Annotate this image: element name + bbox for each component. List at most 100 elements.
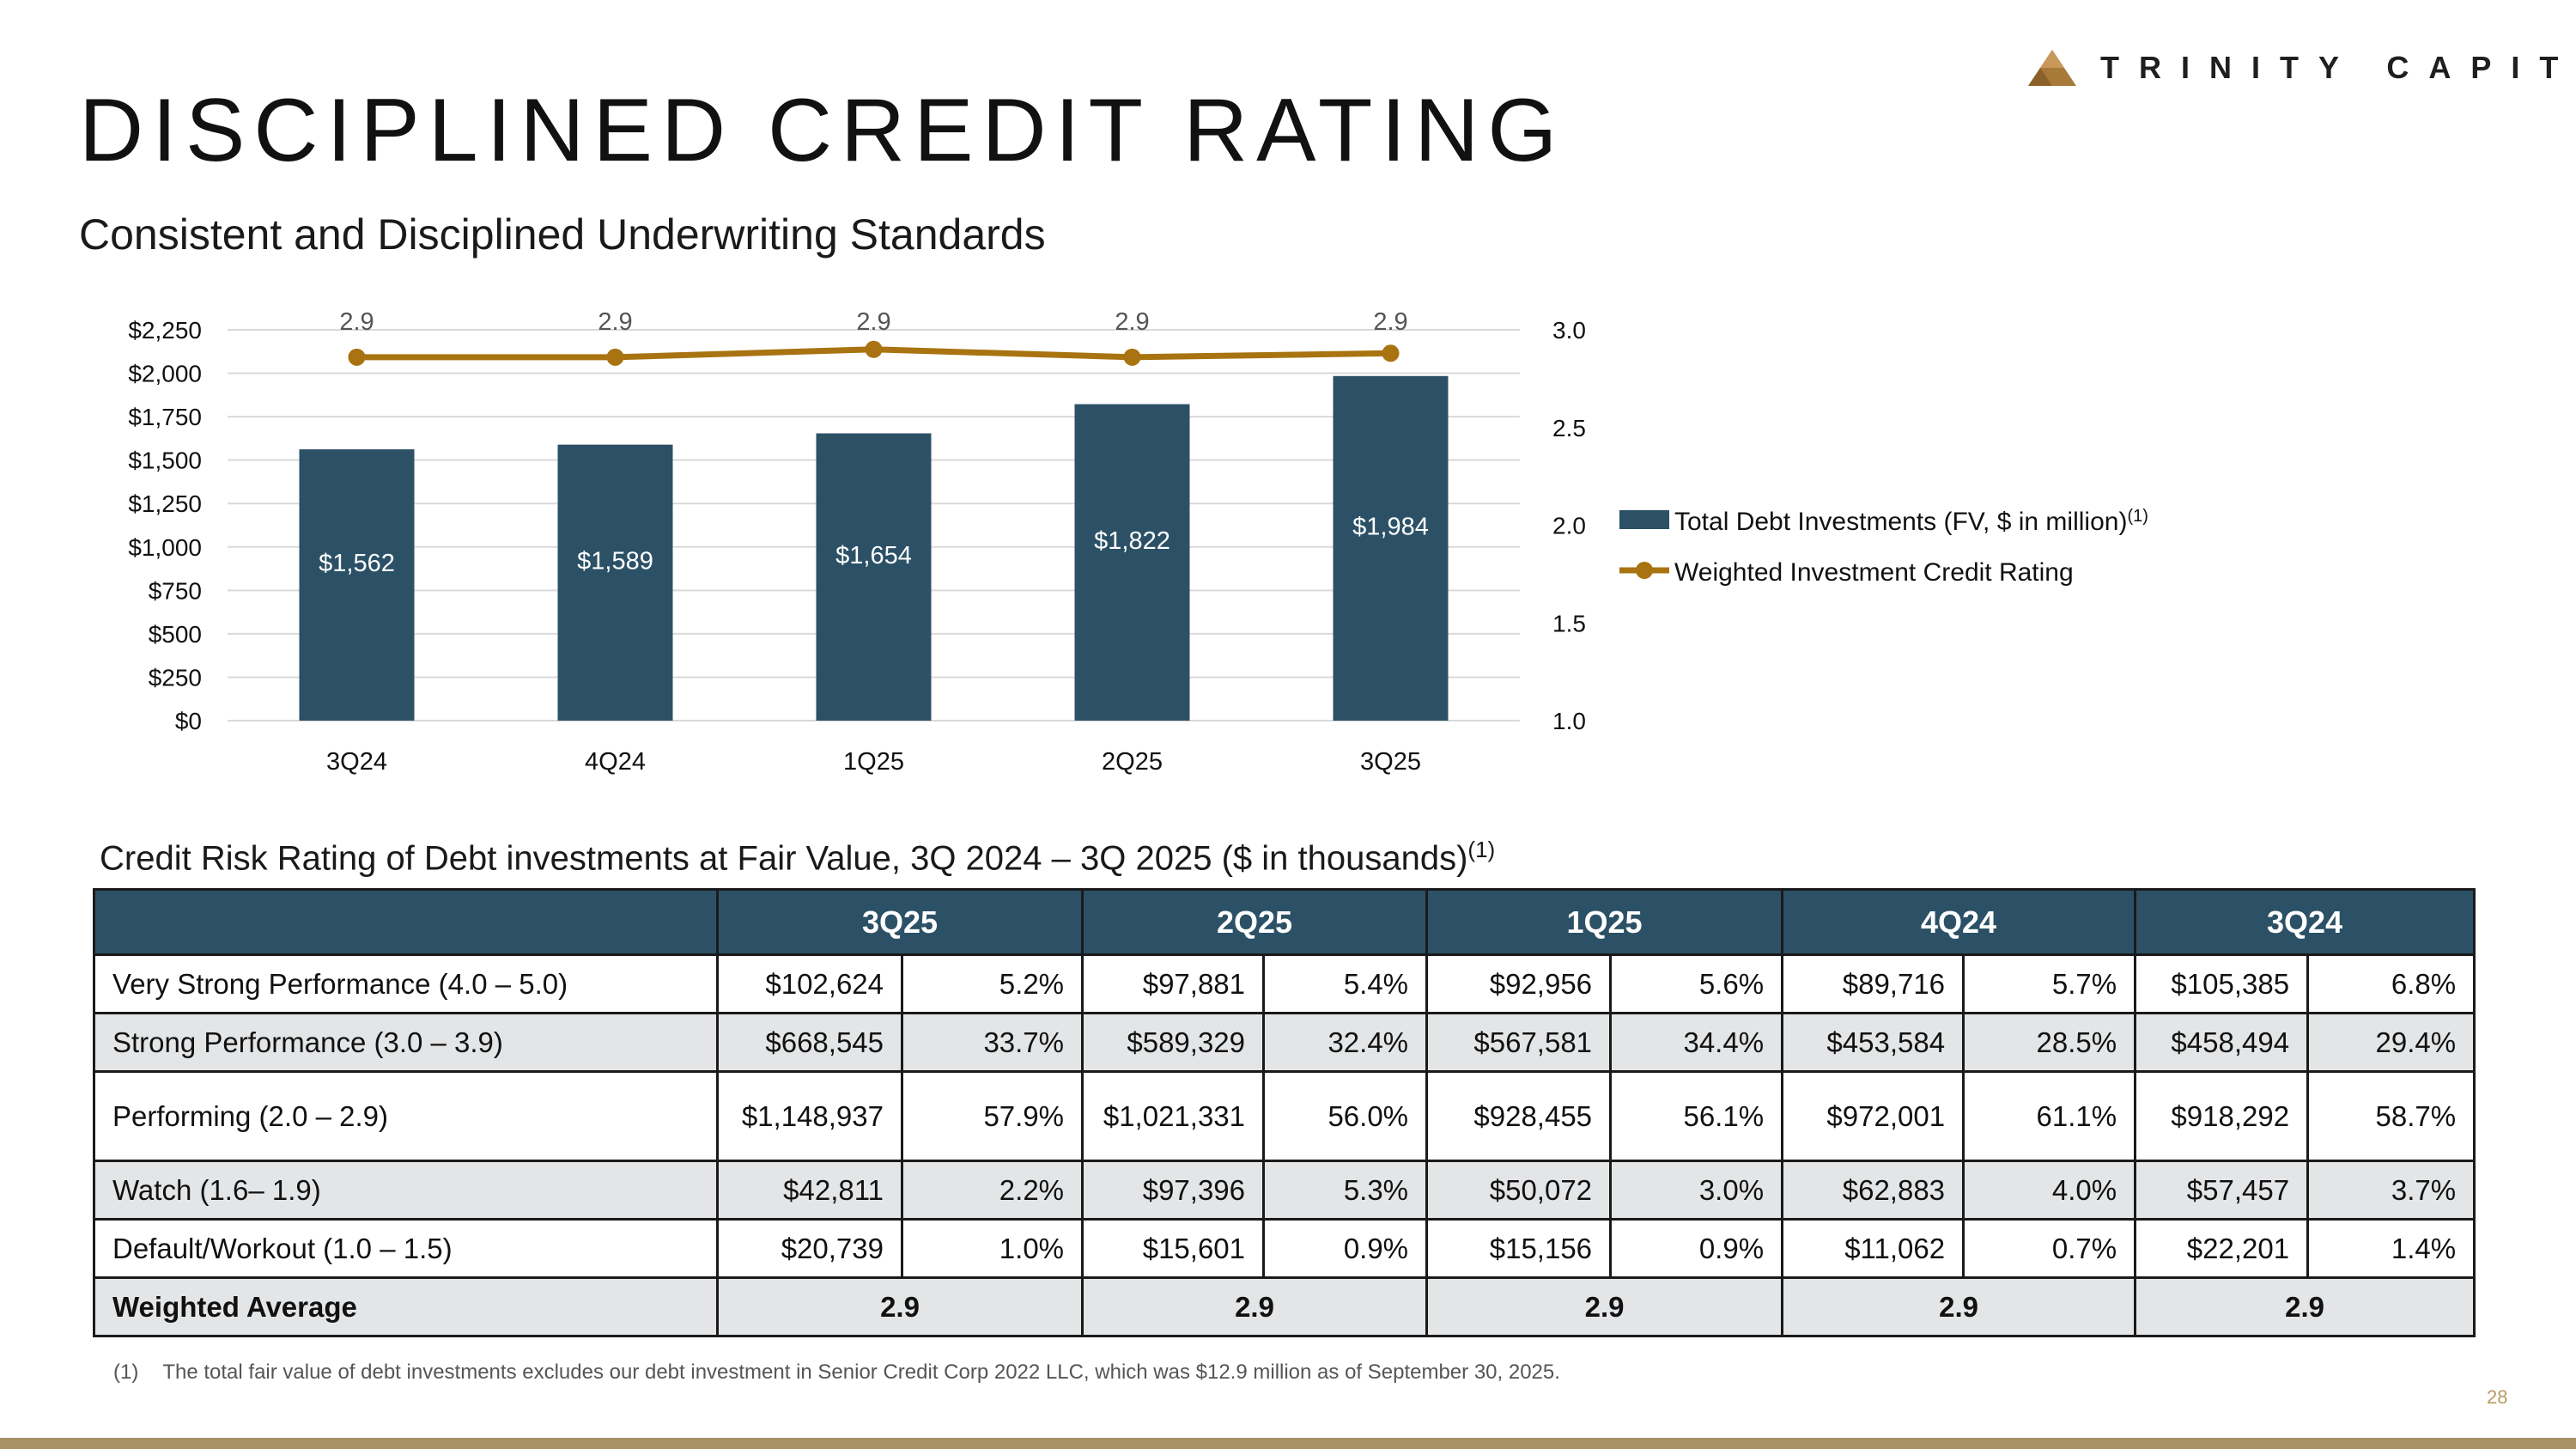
- cell-weighted-rating: 2.9: [2134, 1276, 2476, 1337]
- page-title: DISCIPLINED CREDIT RATING: [79, 81, 1566, 180]
- bar: [816, 433, 932, 721]
- bar-data-label: $1,822: [1094, 527, 1170, 555]
- cell-weighted-rating: 2.9: [1081, 1276, 1429, 1337]
- legend-line-label: Weighted Investment Credit Rating: [1674, 558, 2074, 587]
- cell-percent: 1.4%: [2306, 1218, 2476, 1279]
- cell-amount: $89,716: [1781, 953, 1965, 1014]
- legend-bar-swatch: [1619, 510, 1669, 529]
- cell-amount: $92,956: [1425, 953, 1613, 1014]
- table-header-period: 2Q25: [1081, 888, 1429, 956]
- rating-data-label: 2.9: [1373, 308, 1407, 336]
- row-label: Very Strong Performance (4.0 – 5.0): [93, 953, 719, 1014]
- bar-data-label: $1,654: [835, 542, 912, 569]
- y-left-tick-label: $1,750: [128, 404, 202, 430]
- cell-amount: $62,883: [1781, 1160, 1965, 1221]
- rating-point: [606, 348, 624, 366]
- cell-amount: $918,292: [2134, 1070, 2310, 1162]
- page-subtitle: Consistent and Disciplined Underwriting …: [79, 210, 1046, 259]
- cell-amount: $57,457: [2134, 1160, 2310, 1221]
- bar-data-label: $1,589: [577, 547, 653, 575]
- cell-amount: $15,156: [1425, 1218, 1613, 1279]
- cell-amount: $567,581: [1425, 1012, 1613, 1073]
- cell-percent: 5.7%: [1962, 953, 2137, 1014]
- legend-line-marker: [1636, 562, 1653, 579]
- y-left-tick-label: $1,500: [128, 447, 202, 474]
- cell-percent: 34.4%: [1609, 1012, 1784, 1073]
- x-tick-label: 4Q24: [585, 748, 646, 776]
- cell-percent: 0.7%: [1962, 1218, 2137, 1279]
- table-header-period: 3Q25: [715, 888, 1084, 956]
- rating-point: [865, 340, 883, 358]
- y-left-tick-label: $500: [149, 621, 202, 648]
- table-header-period: 1Q25: [1425, 888, 1784, 956]
- cell-amount: $22,201: [2134, 1218, 2310, 1279]
- cell-percent: 5.3%: [1262, 1160, 1429, 1221]
- cell-percent: 0.9%: [1609, 1218, 1784, 1279]
- table-header-row: 3Q25 2Q25 1Q25 4Q24 3Q24: [93, 888, 2476, 956]
- cell-percent: 61.1%: [1962, 1070, 2137, 1162]
- y-left-tick-label: $750: [149, 577, 202, 604]
- row-label: Watch (1.6– 1.9): [93, 1160, 719, 1221]
- cell-percent: 28.5%: [1962, 1012, 2137, 1073]
- cell-percent: 58.7%: [2306, 1070, 2476, 1162]
- y-left-tick-label: $2,000: [128, 361, 202, 387]
- cell-amount: $105,385: [2134, 953, 2310, 1014]
- cell-amount: $97,881: [1081, 953, 1266, 1014]
- cell-weighted-rating: 2.9: [1425, 1276, 1784, 1337]
- legend-footnote-ref: (1): [2127, 507, 2148, 526]
- x-tick-label: 2Q25: [1102, 748, 1163, 776]
- logo-text: TRINITY CAPITAL: [2100, 50, 2576, 85]
- debt-investments-chart: $0 $250 $500 $750 $1,000 $1,250 $1,500 $1,750 $2…: [128, 308, 2148, 776]
- cell-amount: $453,584: [1781, 1012, 1965, 1073]
- y-left-tick-label: $250: [149, 664, 202, 691]
- y-right-tick-label: 3.0: [1552, 317, 1586, 344]
- cell-percent: 56.0%: [1262, 1070, 1429, 1162]
- table-header-period: 4Q24: [1781, 888, 2137, 956]
- bar-data-label: $1,984: [1352, 513, 1429, 540]
- cell-percent: 3.0%: [1609, 1160, 1784, 1221]
- cell-percent: 2.2%: [900, 1160, 1084, 1221]
- cell-percent: 56.1%: [1609, 1070, 1784, 1162]
- row-label: Default/Workout (1.0 – 1.5): [93, 1218, 719, 1279]
- cell-percent: 32.4%: [1262, 1012, 1429, 1073]
- cell-amount: $50,072: [1425, 1160, 1613, 1221]
- bar-data-label: $1,562: [319, 550, 395, 577]
- footnote: (1) The total fair value of debt investme…: [113, 1361, 1560, 1385]
- cell-percent: 29.4%: [2306, 1012, 2476, 1073]
- table-row: Very Strong Performance (4.0 – 5.0) $102,…: [93, 953, 2476, 1014]
- cell-percent: 1.0%: [900, 1218, 1084, 1279]
- cell-amount: $589,329: [1081, 1012, 1266, 1073]
- rating-data-label: 2.9: [1115, 308, 1149, 336]
- rating-data-label: 2.9: [598, 308, 632, 336]
- footnote-number: (1): [113, 1361, 139, 1384]
- weighted-average-row: Weighted Average 2.9 2.9 2.9 2.9 2.9: [93, 1276, 2476, 1337]
- y-right-tick-label: 2.5: [1552, 415, 1586, 441]
- cell-percent: 6.8%: [2306, 953, 2476, 1014]
- cell-percent: 33.7%: [900, 1012, 1084, 1073]
- cell-amount: $1,021,331: [1081, 1070, 1266, 1162]
- row-label: Strong Performance (3.0 – 3.9): [93, 1012, 719, 1073]
- cell-amount: $15,601: [1081, 1218, 1266, 1279]
- table-caption-text: Credit Risk Rating of Debt investments a…: [100, 839, 1468, 878]
- table-header-blank: [93, 888, 719, 956]
- cell-amount: $458,494: [2134, 1012, 2310, 1073]
- legend-bar-label: Total Debt Investments (FV, $ in million…: [1674, 507, 2148, 536]
- cell-amount: $972,001: [1781, 1070, 1965, 1162]
- cell-amount: $102,624: [716, 953, 903, 1014]
- y-left-tick-label: $0: [175, 708, 202, 734]
- footer-bar: [0, 1438, 2576, 1449]
- table-header-period: 3Q24: [2134, 888, 2476, 956]
- cell-amount: $668,545: [716, 1012, 903, 1073]
- rating-data-label: 2.9: [339, 308, 374, 336]
- y-right-tick-label: 1.0: [1552, 708, 1586, 734]
- y-left-tick-label: $1,000: [128, 534, 202, 561]
- cell-amount: $42,811: [716, 1160, 903, 1221]
- table-row: Performing (2.0 – 2.9) $1,148,937 57.9% $1,…: [93, 1070, 2476, 1162]
- bar: [299, 449, 415, 721]
- rating-data-label: 2.9: [856, 308, 890, 336]
- table-caption: Credit Risk Rating of Debt investments a…: [100, 837, 1495, 878]
- x-tick-label: 3Q25: [1360, 748, 1421, 776]
- y-right-tick-label: 1.5: [1552, 610, 1586, 636]
- trinity-capital-logo: TRINITY CAPITAL: [2026, 48, 2576, 88]
- table-row: Default/Workout (1.0 – 1.5) $20,739 1.0% $1…: [93, 1218, 2476, 1279]
